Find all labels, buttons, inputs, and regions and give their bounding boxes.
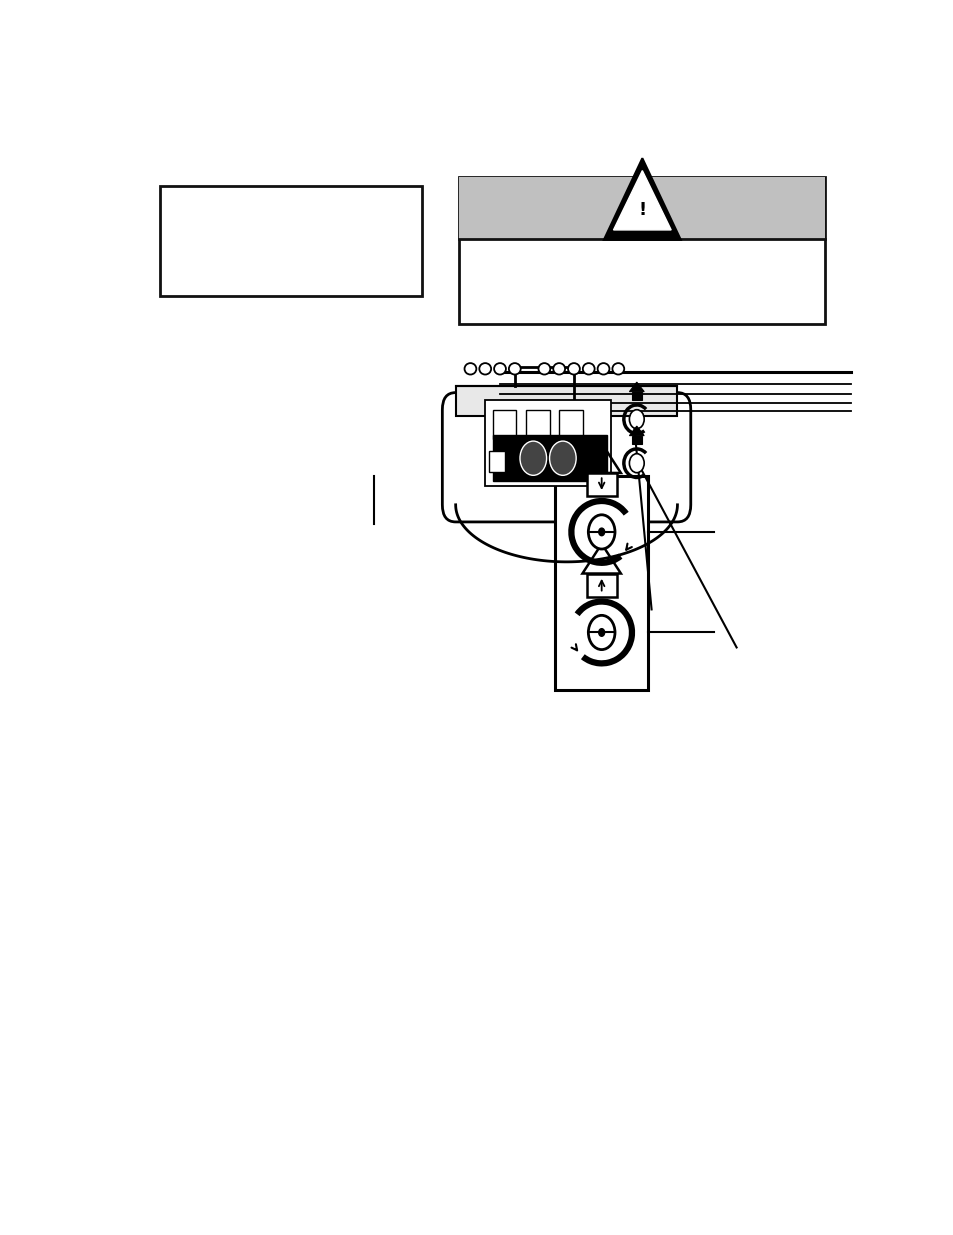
- Circle shape: [629, 410, 643, 429]
- Ellipse shape: [464, 363, 476, 374]
- Ellipse shape: [537, 363, 550, 374]
- Bar: [456, 385, 677, 416]
- FancyBboxPatch shape: [442, 393, 690, 522]
- Polygon shape: [613, 170, 671, 230]
- Ellipse shape: [582, 363, 594, 374]
- Bar: [459, 177, 824, 238]
- Circle shape: [588, 615, 615, 650]
- Polygon shape: [603, 158, 680, 240]
- Circle shape: [629, 453, 643, 473]
- Text: !: !: [638, 201, 646, 219]
- Bar: [160, 186, 422, 295]
- Ellipse shape: [553, 363, 564, 374]
- Bar: [631, 436, 641, 445]
- Ellipse shape: [567, 363, 579, 374]
- Circle shape: [598, 529, 604, 536]
- Bar: [631, 391, 641, 400]
- Ellipse shape: [597, 363, 609, 374]
- Circle shape: [549, 441, 576, 475]
- Circle shape: [519, 441, 546, 475]
- Ellipse shape: [478, 363, 491, 374]
- Bar: [525, 410, 549, 438]
- Bar: [558, 410, 582, 438]
- Polygon shape: [629, 426, 643, 436]
- Ellipse shape: [494, 363, 505, 374]
- Bar: [492, 436, 607, 482]
- Circle shape: [588, 515, 615, 550]
- Bar: [485, 400, 610, 485]
- Bar: [586, 573, 616, 597]
- Bar: [555, 477, 647, 690]
- Bar: [459, 177, 824, 324]
- Bar: [586, 473, 616, 496]
- Polygon shape: [629, 382, 643, 391]
- Bar: [492, 410, 516, 438]
- Ellipse shape: [508, 363, 520, 374]
- Bar: [488, 451, 505, 472]
- Circle shape: [598, 629, 604, 636]
- Ellipse shape: [612, 363, 623, 374]
